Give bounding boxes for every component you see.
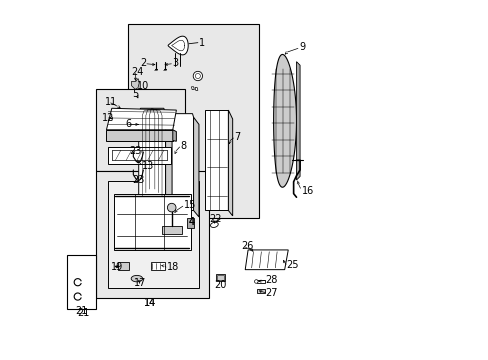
Text: 25: 25 — [286, 260, 298, 270]
Polygon shape — [150, 262, 164, 270]
Polygon shape — [216, 274, 225, 281]
Text: 16: 16 — [301, 186, 313, 197]
Text: 6: 6 — [125, 120, 131, 129]
Ellipse shape — [131, 275, 142, 282]
Text: 28: 28 — [265, 275, 278, 285]
Polygon shape — [257, 280, 264, 283]
Polygon shape — [139, 108, 165, 211]
Text: 8: 8 — [180, 141, 186, 151]
Text: 18: 18 — [166, 262, 179, 272]
Polygon shape — [106, 108, 176, 130]
Polygon shape — [187, 218, 193, 228]
Polygon shape — [244, 250, 287, 270]
Circle shape — [193, 71, 202, 81]
Polygon shape — [228, 110, 232, 216]
Text: 27: 27 — [265, 288, 278, 298]
Polygon shape — [204, 110, 228, 211]
Polygon shape — [165, 114, 172, 220]
Text: 3: 3 — [172, 58, 178, 68]
Polygon shape — [172, 114, 193, 211]
Polygon shape — [273, 54, 296, 187]
Circle shape — [254, 280, 258, 283]
Text: 21: 21 — [75, 306, 87, 316]
Text: 10: 10 — [137, 81, 149, 91]
Polygon shape — [172, 130, 176, 141]
Text: 23: 23 — [129, 145, 141, 156]
Text: 19: 19 — [110, 262, 123, 272]
Polygon shape — [193, 117, 199, 217]
Ellipse shape — [210, 222, 218, 228]
Polygon shape — [191, 87, 194, 90]
Text: 14: 14 — [144, 298, 156, 308]
Text: 26: 26 — [241, 241, 253, 251]
Text: 2: 2 — [140, 58, 146, 68]
Bar — [107, 181, 198, 288]
Circle shape — [167, 203, 176, 212]
Text: 17: 17 — [134, 278, 146, 288]
Text: 4: 4 — [188, 217, 195, 227]
Text: 9: 9 — [298, 42, 305, 52]
Polygon shape — [195, 87, 198, 90]
Polygon shape — [131, 78, 139, 89]
Polygon shape — [168, 36, 188, 55]
Bar — [128, 24, 258, 218]
Text: 21: 21 — [78, 308, 90, 318]
Bar — [67, 255, 96, 309]
Text: 15: 15 — [183, 200, 196, 210]
Text: 14: 14 — [144, 298, 156, 308]
Text: 7: 7 — [233, 132, 240, 142]
Text: 5: 5 — [132, 89, 139, 99]
Polygon shape — [108, 147, 171, 164]
Polygon shape — [113, 194, 190, 250]
Text: 22: 22 — [209, 214, 222, 224]
Polygon shape — [217, 275, 224, 280]
Text: 12: 12 — [102, 113, 114, 123]
Polygon shape — [296, 62, 300, 180]
Text: 20: 20 — [214, 280, 226, 290]
Text: 23: 23 — [132, 175, 144, 185]
Circle shape — [195, 73, 200, 78]
Polygon shape — [162, 226, 182, 234]
Bar — [96, 89, 185, 171]
Polygon shape — [118, 262, 129, 270]
Text: 13: 13 — [142, 161, 154, 171]
Text: 4: 4 — [188, 217, 195, 227]
Polygon shape — [257, 289, 265, 293]
Text: 1: 1 — [198, 38, 204, 48]
Text: 11: 11 — [104, 97, 117, 107]
Text: 24: 24 — [131, 67, 143, 77]
Bar — [96, 171, 208, 298]
Polygon shape — [106, 130, 172, 140]
